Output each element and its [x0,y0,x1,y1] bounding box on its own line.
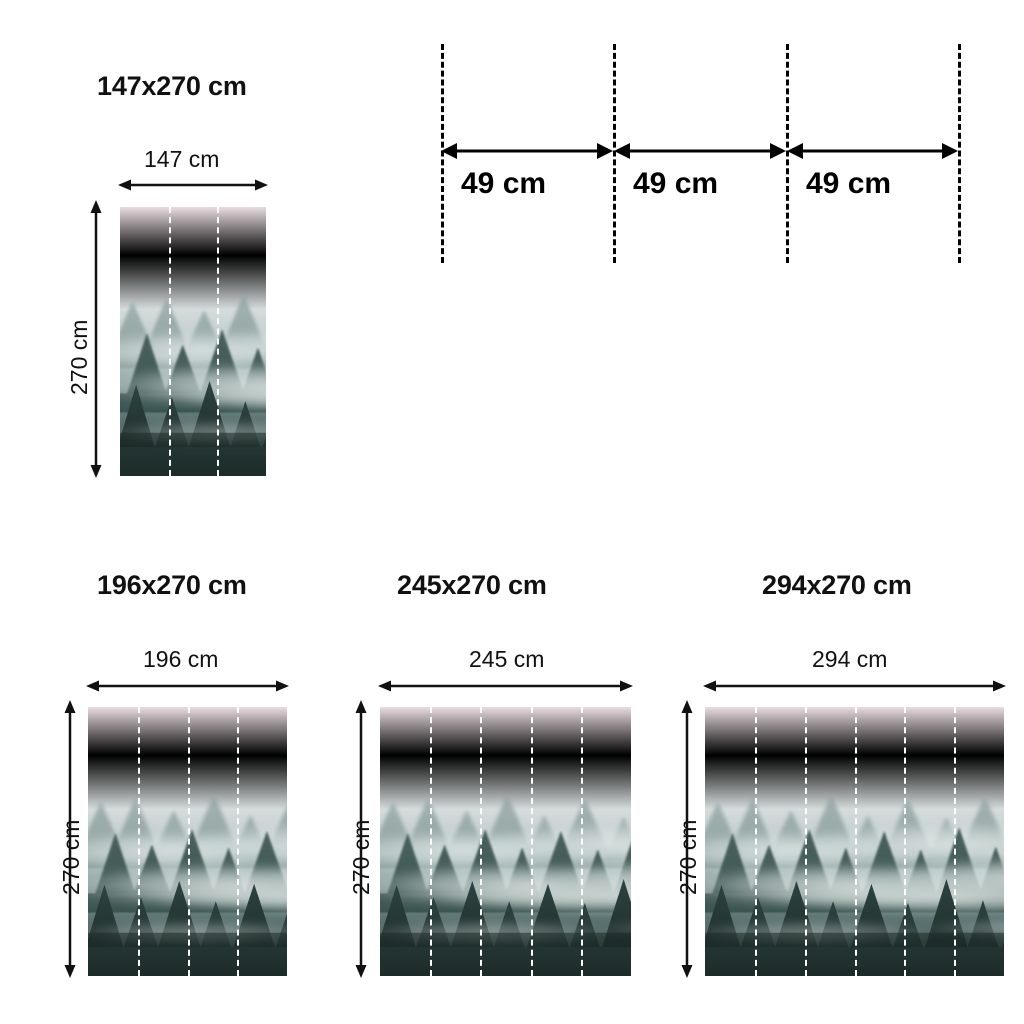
strip-segment-label-2: 49 cm [633,167,719,200]
forest-image-294 [705,707,1004,976]
width-arrow-294 [703,680,1006,692]
forest-image-147 [120,207,266,476]
height-arrow-294 [681,700,693,978]
panel-title-196x270: 196x270 cm [97,570,247,600]
width-arrow-245 [378,680,633,692]
wallpaper-panel-294x270 [705,707,1004,976]
width-arrow-147 [118,179,268,191]
strip-segment-label-3: 49 cm [806,167,892,200]
strip-arrow-1 [441,143,613,159]
panel-width-label-196: 196 cm [143,646,219,672]
wallpaper-panel-245x270 [380,707,631,976]
panel-width-label-294: 294 cm [812,646,888,672]
forest-image-245 [380,707,631,976]
strip-guide-line-2 [613,44,616,263]
strip-segment-label-1: 49 cm [461,167,547,200]
strip-guide-line-4 [958,44,961,263]
width-arrow-196 [86,680,289,692]
height-arrow-196 [64,700,76,978]
height-arrow-147 [90,200,102,478]
wallpaper-panel-147x270 [120,207,266,476]
panel-title-147x270: 147x270 cm [97,71,247,101]
strip-guide-line-3 [786,44,789,263]
panel-title-245x270: 245x270 cm [397,570,547,600]
panel-width-label-245: 245 cm [469,646,545,672]
wallpaper-panel-196x270 [88,707,287,976]
strip-arrow-2 [614,143,786,159]
forest-image-196 [88,707,287,976]
panel-title-294x270: 294x270 cm [762,570,912,600]
strip-arrow-3 [787,143,958,159]
height-arrow-245 [355,700,367,978]
panel-width-label-147: 147 cm [144,146,220,172]
strip-guide-line-1 [441,44,444,263]
